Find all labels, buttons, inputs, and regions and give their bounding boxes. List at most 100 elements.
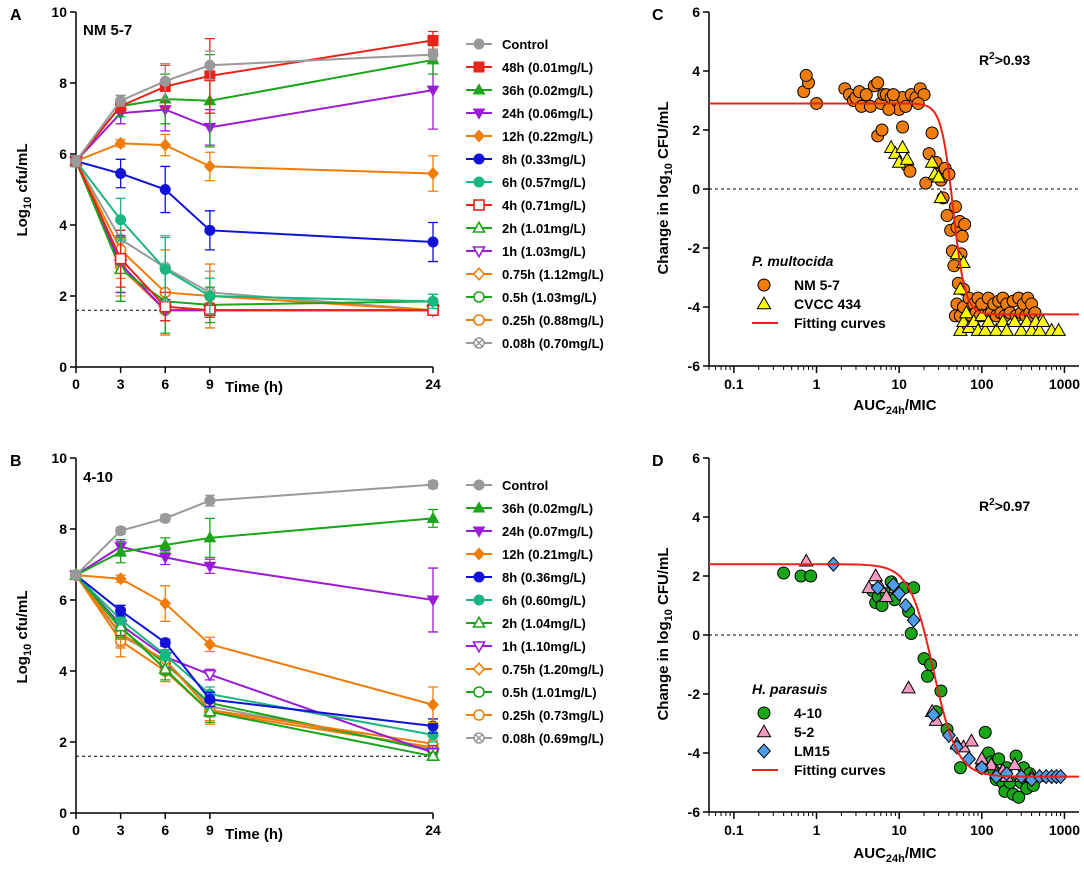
panel-d-legend: 4-10 5-2 LM15 Fitting curves [752, 705, 886, 778]
legend-marker [472, 662, 486, 676]
data-point [159, 512, 171, 524]
data-point [427, 479, 439, 491]
data-point [901, 680, 917, 694]
legend-item-48h-0-01mg-l: 48h (0.01mg/L) [466, 60, 593, 75]
legend-label: 1h (1.03mg/L) [502, 244, 586, 259]
panel-a-y-label-tail: cfu/mL [14, 143, 31, 196]
panel-b-x-tick-label: 0 [72, 822, 80, 838]
data-point [999, 766, 1014, 782]
legend-label: 0.08h (0.69mg/L) [502, 731, 604, 746]
data-point [974, 307, 990, 322]
series-line [75, 574, 434, 758]
data-point [159, 138, 172, 152]
data-point [958, 304, 974, 319]
legend-label: 8h (0.33mg/L) [502, 152, 586, 167]
legend-marker [473, 686, 485, 698]
data-point [949, 245, 965, 260]
legend-label: 8h (0.36mg/L) [502, 570, 586, 585]
legend-item-0-25h-0-73mg-l: 0.25h (0.73mg/L) [466, 708, 604, 723]
data-point [1012, 790, 1026, 804]
data-point [204, 59, 216, 71]
legend-marker [472, 83, 486, 95]
panel-b-series-0-5h-1-01mg-l [70, 569, 439, 759]
panel-c-x-tick-label: 100 [970, 376, 994, 392]
legend-label: Fitting curves [794, 315, 886, 331]
legend-item-36h-0-02mg-l: 36h (0.02mg/L) [466, 501, 593, 516]
legend-item-8h-0-36mg-l: 8h (0.36mg/L) [466, 570, 586, 585]
data-point [159, 75, 171, 87]
panel-b-x-tick-label: 24 [425, 822, 441, 838]
panel-d-series-5-2 [798, 553, 1048, 782]
panel-c-y-tick-label: -6 [688, 358, 701, 374]
panel-c-legend: NM 5-7 CVCC 434 Fitting curves [752, 277, 886, 331]
panel-d-x-tick-label: 100 [970, 822, 994, 838]
panel-b-y-tick-label: 8 [59, 521, 67, 537]
panel-b-strain-label: 4-10 [83, 469, 113, 486]
data-point [999, 322, 1015, 336]
data-point [427, 167, 439, 181]
legend-item-24h-0-06mg-l: 24h (0.06mg/L) [466, 106, 593, 121]
legend-label: 48h (0.01mg/L) [502, 60, 593, 75]
data-point [919, 176, 933, 190]
data-point [886, 88, 900, 102]
data-point [878, 588, 894, 602]
data-point [899, 99, 913, 113]
panel-a-y-axis-label: Log10 cfu/mL [14, 143, 34, 236]
legend-marker [756, 724, 772, 738]
data-point [114, 545, 127, 557]
data-point [882, 102, 896, 116]
legend-marker [473, 291, 485, 303]
legend-item-0-08h-0-70mg-l: 0.08h (0.70mg/L) [466, 336, 604, 351]
panel-d-y-tick-label: 6 [692, 450, 700, 466]
legend-item-1h-1-03mg-l: 1h (1.03mg/L) [466, 244, 586, 259]
legend-marker [473, 153, 485, 165]
panel-a-x-axis-label: Time (h) [225, 379, 283, 396]
panel-c-x-tick-label: 1 [813, 376, 821, 392]
panel-a-y-tick-label: 0 [59, 359, 67, 375]
panel-d-y-label-sub: 10 [663, 609, 675, 621]
legend-label: CVCC 434 [794, 296, 861, 312]
panel-b-series-2h-1-04mg-l [69, 567, 440, 762]
data-point [1007, 756, 1023, 771]
panel-a-x-tick-label: 3 [117, 376, 125, 392]
legend-marker [473, 547, 485, 561]
panel-b-series-control [70, 479, 439, 581]
legend-label: 0.25h (0.73mg/L) [502, 708, 604, 723]
panel-b-series-8h-0-36mg-l [70, 569, 439, 734]
panel-d-y-tick-label: 2 [692, 568, 700, 584]
legend-label: 12h (0.21mg/L) [502, 547, 593, 562]
series-line [75, 574, 434, 728]
series-line [75, 574, 434, 751]
panel-a-y-label-main: Log [14, 209, 31, 237]
panel-c-series-cvcc-434 [883, 139, 1067, 336]
legend-item-nm-5-7: NM 5-7 [757, 277, 840, 293]
data-point [427, 295, 439, 307]
panel-b-y-label-main: Log [14, 656, 31, 684]
panel-c-x-label-main: AUC [853, 397, 886, 414]
legend-marker [472, 615, 486, 628]
data-point [159, 184, 171, 195]
data-point [427, 34, 439, 46]
panel-c-y-tick-label: 0 [692, 181, 700, 197]
data-point [1051, 322, 1067, 336]
panel-a-series-control [70, 48, 439, 168]
panel-b-y-tick-label: 2 [59, 734, 67, 750]
legend-item-8h-0-33mg-l: 8h (0.33mg/L) [466, 152, 586, 167]
data-point [159, 263, 171, 275]
legend-item-fitting-curves: Fitting curves [752, 762, 886, 778]
panel-c-y-tick-label: 2 [692, 122, 700, 138]
data-point [1035, 313, 1051, 328]
legend-marker-cross [475, 734, 483, 742]
panel-a-series-12h-0-22mg-l [70, 133, 439, 192]
panel-a-x-tick-label: 6 [161, 376, 169, 392]
panel-d-x-tick-label: 1000 [1049, 822, 1080, 838]
panel-a-y-tick-label: 10 [51, 4, 67, 20]
legend-marker [473, 709, 485, 721]
panel-b-y-label-tail: cfu/mL [14, 590, 31, 643]
panel-a-y-label-sub: 10 [22, 197, 34, 209]
series-line [75, 160, 433, 312]
panel-c-y-label-sub: 10 [663, 163, 675, 175]
data-point [427, 236, 439, 248]
data-point [114, 136, 127, 150]
legend-marker [473, 571, 485, 583]
